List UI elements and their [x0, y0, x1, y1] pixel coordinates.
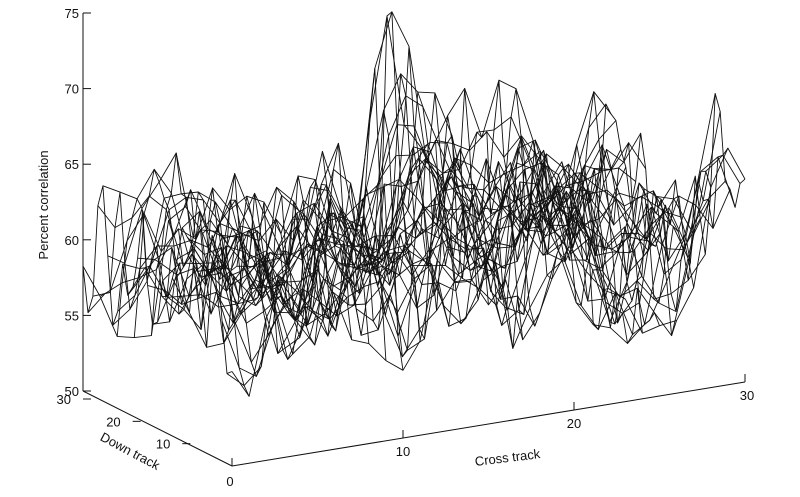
mesh-column-line	[287, 175, 438, 358]
cross-track-tick-label: 0	[226, 474, 233, 489]
mesh-column-line	[356, 147, 507, 325]
mesh-row-line	[202, 93, 716, 360]
cross-track-ticks: 0 10 20 30	[226, 374, 754, 489]
z-tick-label: 55	[65, 308, 79, 323]
cross-track-axis-line	[231, 381, 746, 467]
z-tick-label: 70	[65, 82, 79, 97]
z-tick-label: 65	[65, 157, 79, 172]
surface-mesh	[82, 11, 746, 397]
down-track-axis-line	[82, 390, 233, 467]
cross-track-tick-label: 20	[567, 416, 581, 431]
mesh-column-line	[339, 45, 489, 327]
mesh-column-line	[133, 168, 284, 344]
z-tick-label: 50	[65, 384, 79, 399]
mesh-column-line	[595, 93, 746, 264]
down-track-ticks: 10 20 30	[57, 392, 191, 452]
mesh-column-line	[270, 182, 421, 341]
mesh-column-line	[527, 144, 678, 337]
z-ticks: 50 55 60 65 70 75	[65, 6, 91, 399]
z-axis-title: Percent correlation	[36, 150, 51, 259]
cross-track-axis-title: Cross track	[474, 446, 542, 469]
mesh-column-line	[424, 87, 575, 290]
mesh-column-line	[116, 198, 267, 377]
down-track-tick-label: 30	[57, 392, 71, 407]
z-tick-label: 75	[65, 6, 79, 21]
down-track-tick-label: 10	[156, 437, 170, 452]
mesh-column-line	[544, 165, 695, 304]
mesh-column-line	[476, 88, 626, 329]
z-tick-label: 60	[65, 233, 79, 248]
mesh-column-line	[253, 142, 404, 371]
mesh-column-line	[510, 139, 660, 326]
mesh-column-line	[578, 91, 729, 281]
cross-track-tick-label: 30	[740, 388, 754, 403]
down-track-tick-label: 20	[106, 414, 120, 429]
cross-track-tick-label: 10	[396, 444, 410, 459]
mesh-column-line	[185, 189, 336, 346]
mesh-column-line	[82, 185, 233, 375]
down-track-axis-title: Down track	[98, 429, 163, 473]
mesh-column-line	[561, 144, 712, 312]
axes: 50 55 60 65 70 75 0 10 20 30 10 20 30	[57, 6, 755, 489]
